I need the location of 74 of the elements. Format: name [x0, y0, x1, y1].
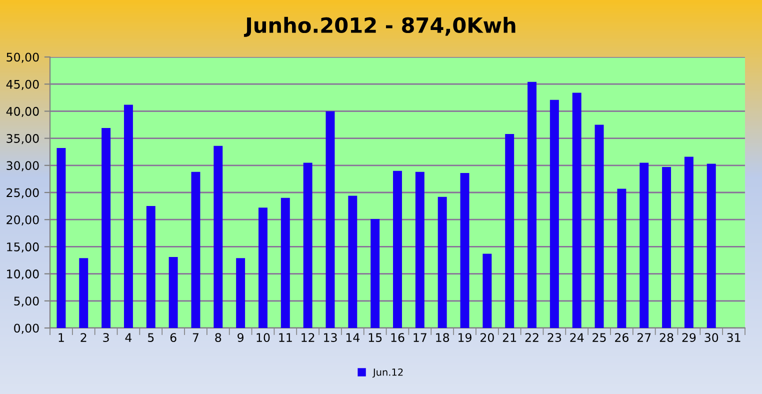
x-tick-label: 29 — [682, 333, 696, 342]
x-tick-label: 19 — [458, 333, 472, 342]
x-tick-label: 30 — [704, 333, 718, 342]
x-tick-label: 18 — [436, 333, 450, 342]
x-tick-label: 25 — [592, 333, 606, 342]
bar — [56, 148, 66, 328]
x-tick-label: 1 — [58, 333, 64, 342]
legend-label: Jun.12 — [372, 368, 403, 378]
x-tick-label: 6 — [170, 333, 176, 342]
bar — [640, 162, 649, 328]
bar — [415, 172, 424, 328]
x-tick-label: 24 — [570, 333, 584, 342]
y-tick-label: 0,00 — [14, 324, 39, 334]
y-tick-label: 20,00 — [6, 215, 39, 226]
y-tick-label: 30,00 — [6, 161, 39, 172]
bar — [348, 196, 358, 328]
bar — [191, 172, 200, 328]
y-tick-label: 15,00 — [7, 242, 39, 253]
bar — [706, 164, 716, 328]
bar — [617, 188, 626, 328]
x-tick-label: 14 — [346, 333, 360, 342]
x-tick-label: 5 — [148, 333, 154, 342]
x-tick-label: 10 — [256, 333, 270, 342]
bar — [460, 172, 470, 328]
x-tick-label: 11 — [279, 333, 292, 342]
y-tick-label: 35,00 — [6, 134, 39, 144]
bar — [124, 104, 133, 328]
chart-title: Junho.2012 - 874,0Kwh — [244, 16, 516, 37]
x-tick-label: 26 — [615, 333, 628, 342]
bar — [482, 254, 492, 328]
x-tick-label: 28 — [660, 333, 674, 342]
y-tick-label: 25,00 — [6, 188, 39, 198]
x-tick-label: 13 — [324, 333, 337, 342]
x-tick-label: 16 — [391, 333, 404, 342]
bar — [236, 258, 246, 328]
bar — [102, 128, 111, 328]
y-tick-label: 45,00 — [6, 80, 39, 90]
bar — [146, 206, 156, 328]
x-tick-label: 31 — [727, 333, 740, 342]
bar — [393, 170, 402, 328]
bar — [594, 124, 604, 328]
x-tick-label: 9 — [238, 333, 244, 342]
bar — [370, 219, 380, 328]
x-tick-label: 22 — [525, 333, 538, 342]
x-tick-label: 15 — [368, 333, 382, 342]
bar — [280, 198, 290, 328]
x-tick-label: 23 — [548, 333, 561, 342]
bar — [258, 208, 268, 328]
x-tick-label: 3 — [103, 333, 109, 342]
bar — [550, 100, 559, 328]
bar — [438, 196, 447, 328]
bar — [303, 162, 312, 328]
x-tick-label: 20 — [480, 333, 494, 342]
y-tick-label: 40,00 — [6, 106, 39, 118]
bar — [572, 92, 582, 328]
bar — [168, 257, 178, 328]
x-tick-label: 21 — [502, 333, 516, 342]
bar — [684, 156, 694, 328]
x-tick-label: 2 — [80, 333, 86, 342]
bar — [505, 134, 514, 328]
y-tick-label: 5,00 — [14, 296, 39, 307]
x-tick-label: 8 — [215, 333, 222, 342]
x-tick-label: 12 — [302, 333, 314, 342]
bar — [528, 82, 536, 328]
bar — [79, 258, 88, 328]
bar — [214, 146, 223, 328]
y-tick-label: 50,00 — [6, 52, 39, 63]
x-tick-label: 4 — [125, 333, 132, 342]
x-tick-label: 7 — [192, 333, 198, 342]
x-tick-label: 17 — [414, 333, 426, 342]
y-tick-label: 10,00 — [7, 270, 39, 280]
bar — [326, 111, 335, 328]
bar — [662, 167, 672, 328]
x-tick-label: 27 — [637, 333, 651, 342]
